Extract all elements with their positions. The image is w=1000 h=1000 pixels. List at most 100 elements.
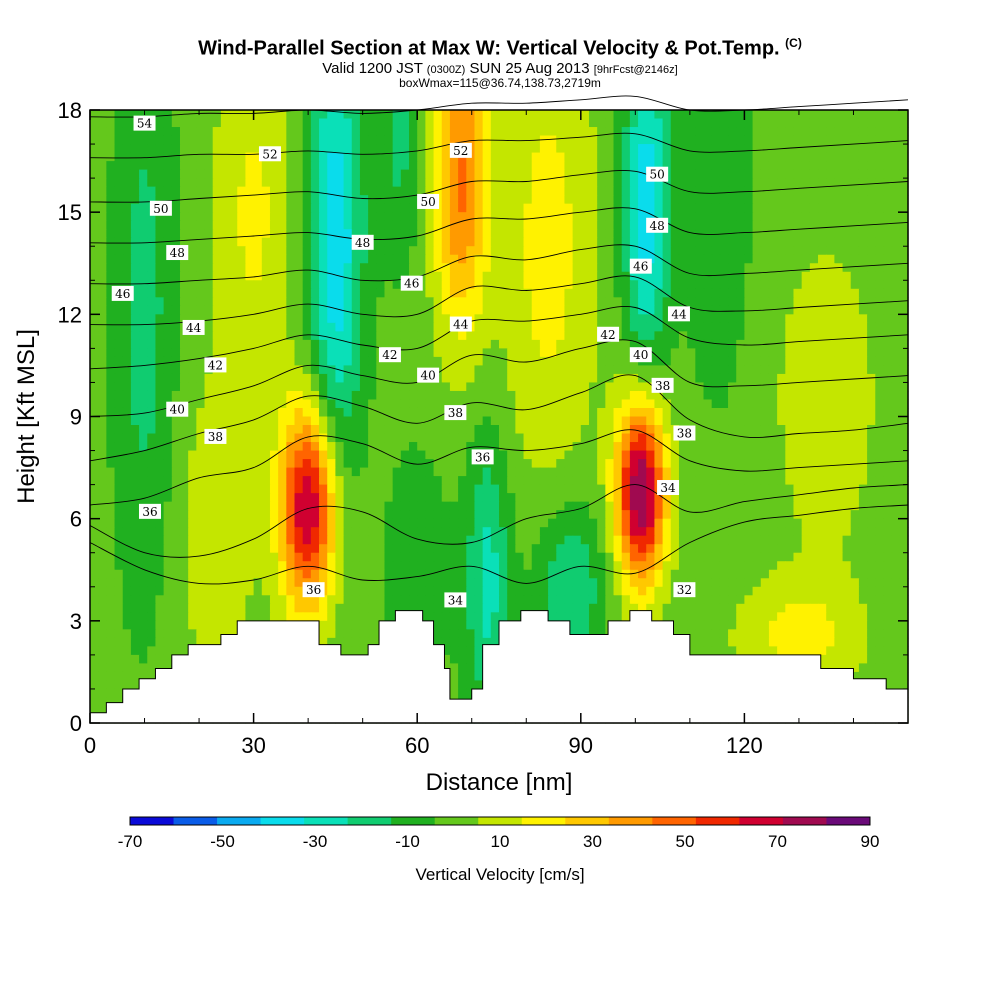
velocity-cell bbox=[179, 305, 189, 315]
velocity-cell bbox=[139, 382, 148, 392]
velocity-cell bbox=[719, 373, 729, 384]
velocity-cell bbox=[605, 416, 615, 426]
velocity-cell bbox=[384, 254, 394, 264]
velocity-cell bbox=[359, 407, 369, 418]
velocity-cell bbox=[237, 433, 247, 443]
velocity-cell bbox=[531, 263, 541, 273]
velocity-cell bbox=[286, 467, 296, 477]
velocity-cell bbox=[556, 501, 566, 511]
velocity-cell bbox=[229, 271, 238, 281]
velocity-cell bbox=[261, 425, 271, 435]
velocity-cell bbox=[114, 118, 124, 128]
velocity-cell bbox=[458, 229, 467, 239]
velocity-cell bbox=[621, 356, 631, 367]
velocity-cell bbox=[433, 254, 443, 264]
velocity-cell bbox=[621, 178, 631, 188]
velocity-cell bbox=[310, 484, 320, 494]
velocity-cell bbox=[858, 348, 868, 358]
velocity-cell bbox=[858, 263, 868, 273]
velocity-cell bbox=[703, 493, 713, 503]
velocity-cell bbox=[351, 442, 361, 452]
velocity-cell bbox=[220, 127, 230, 137]
velocity-cell bbox=[507, 493, 516, 503]
velocity-cell bbox=[351, 382, 361, 392]
velocity-cell bbox=[163, 118, 173, 128]
velocity-cell bbox=[294, 220, 304, 230]
velocity-cell bbox=[760, 203, 770, 213]
velocity-cell bbox=[220, 212, 230, 222]
velocity-cell bbox=[384, 246, 394, 256]
velocity-cell bbox=[678, 127, 688, 137]
velocity-cell bbox=[842, 246, 852, 256]
velocity-cell bbox=[204, 288, 214, 298]
velocity-cell bbox=[368, 501, 377, 511]
velocity-cell bbox=[556, 527, 566, 537]
velocity-cell bbox=[605, 501, 615, 511]
velocity-cell bbox=[646, 195, 656, 205]
velocity-cell bbox=[245, 433, 255, 443]
velocity-cell bbox=[507, 365, 516, 375]
velocity-cell bbox=[139, 416, 148, 426]
velocity-cell bbox=[703, 203, 713, 213]
velocity-cell bbox=[98, 135, 107, 145]
velocity-cell bbox=[343, 246, 353, 256]
velocity-cell bbox=[179, 280, 189, 290]
velocity-cell bbox=[433, 476, 443, 486]
velocity-cell bbox=[392, 246, 402, 256]
velocity-cell bbox=[711, 476, 721, 486]
velocity-cell bbox=[752, 118, 762, 128]
velocity-cell bbox=[286, 288, 296, 298]
velocity-cell bbox=[147, 161, 157, 171]
velocity-cell bbox=[850, 348, 860, 358]
velocity-cell bbox=[507, 220, 516, 230]
velocity-cell bbox=[548, 203, 557, 213]
velocity-cell bbox=[98, 356, 107, 367]
velocity-cell bbox=[294, 356, 304, 367]
velocity-cell bbox=[695, 178, 705, 188]
velocity-cell bbox=[621, 237, 631, 247]
velocity-cell bbox=[302, 288, 312, 298]
velocity-cell bbox=[613, 110, 623, 120]
velocity-cell bbox=[139, 186, 148, 196]
velocity-cell bbox=[294, 246, 304, 256]
velocity-cell bbox=[163, 178, 173, 188]
velocity-cell bbox=[155, 305, 165, 315]
velocity-cell bbox=[629, 178, 639, 188]
velocity-cell bbox=[163, 348, 173, 358]
velocity-cell bbox=[883, 322, 893, 332]
velocity-cell bbox=[785, 484, 795, 494]
velocity-cell bbox=[359, 314, 369, 324]
velocity-cell bbox=[229, 501, 238, 511]
velocity-cell bbox=[147, 297, 157, 307]
velocity-cell bbox=[359, 373, 369, 384]
velocity-cell bbox=[793, 433, 803, 443]
velocity-cell bbox=[179, 118, 189, 128]
velocity-cell bbox=[269, 305, 279, 315]
velocity-cell bbox=[319, 161, 328, 171]
velocity-cell bbox=[662, 365, 672, 375]
velocity-cell bbox=[768, 339, 778, 349]
velocity-cell bbox=[678, 399, 688, 409]
velocity-cell bbox=[899, 348, 909, 358]
velocity-cell bbox=[482, 288, 492, 298]
velocity-cell bbox=[646, 416, 656, 426]
velocity-cell bbox=[179, 186, 189, 196]
velocity-cell bbox=[826, 237, 835, 247]
velocity-cell bbox=[327, 254, 336, 264]
velocity-cell bbox=[179, 263, 189, 273]
velocity-cell bbox=[507, 348, 516, 358]
velocity-cell bbox=[253, 373, 263, 384]
velocity-cell bbox=[269, 254, 279, 264]
velocity-cell bbox=[703, 178, 713, 188]
velocity-cell bbox=[613, 135, 623, 145]
velocity-cell bbox=[548, 161, 557, 171]
velocity-cell bbox=[425, 510, 435, 520]
velocity-cell bbox=[629, 339, 639, 349]
velocity-cell bbox=[212, 195, 222, 205]
velocity-cell bbox=[613, 442, 623, 452]
velocity-cell bbox=[474, 510, 484, 520]
velocity-cell bbox=[564, 425, 574, 435]
velocity-cell bbox=[90, 382, 99, 392]
velocity-cell bbox=[564, 390, 574, 401]
velocity-cell bbox=[785, 110, 795, 120]
